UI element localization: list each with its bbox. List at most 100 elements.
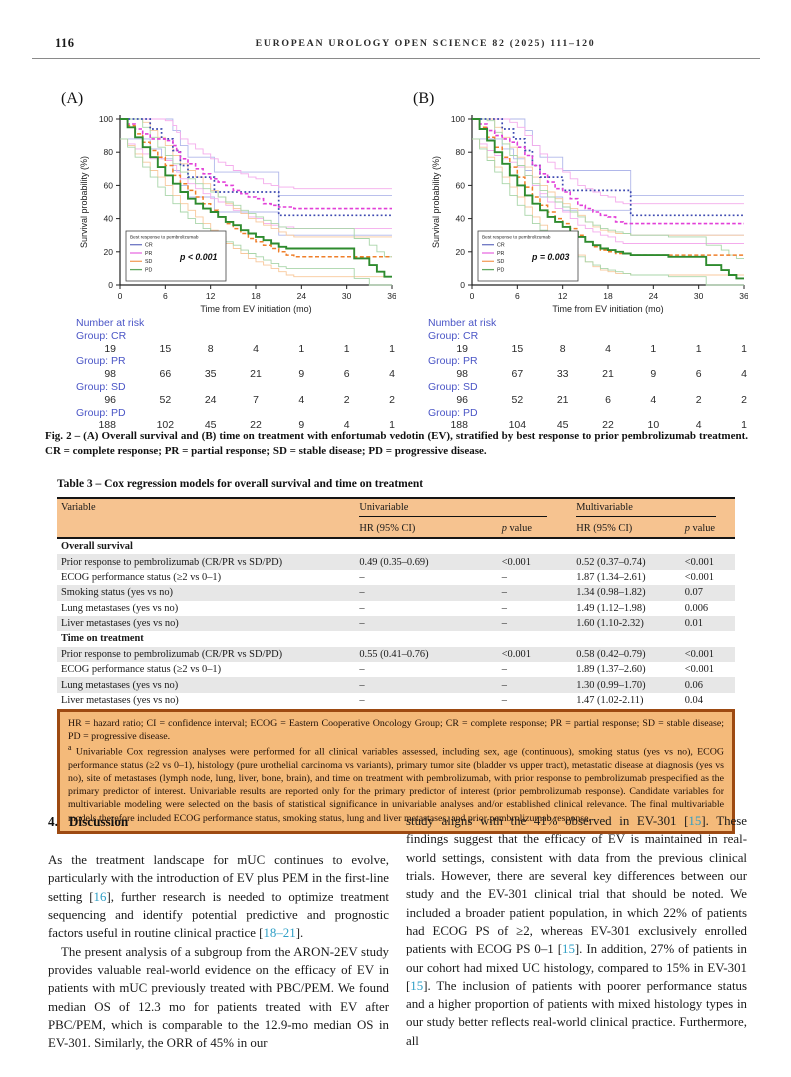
table-cell: 0.58 (0.42–0.79)	[576, 648, 646, 660]
legend-label-PD: PD	[145, 267, 153, 273]
ci-upper-PD	[472, 118, 744, 259]
table-body: Overall survival Prior response to pembro…	[57, 538, 735, 708]
table-cell: 0.01	[684, 618, 703, 630]
table-cell: –	[501, 694, 507, 706]
risk-count: 7	[253, 393, 259, 406]
ci-upper-SD	[472, 118, 744, 236]
col-group-univariable: Univariable	[355, 498, 572, 520]
risk-count: 4	[605, 342, 611, 355]
x-axis-label: Time from EV initiation (mo)	[200, 304, 311, 314]
km-curve-CR	[472, 118, 744, 217]
risk-count: 10	[647, 419, 660, 432]
x-tick-label: 36	[739, 291, 748, 301]
table-cell: 0.49 (0.35–0.69)	[359, 556, 429, 568]
header-rule	[32, 58, 760, 59]
table-3-title: Table 3 – Cox regression models for over…	[57, 478, 424, 490]
col-subheader: HR (95% CI)	[576, 523, 633, 534]
risk-table-title: Number at risk	[76, 317, 145, 329]
risk-count: 96	[456, 393, 468, 406]
citation-link[interactable]: 15	[688, 814, 702, 828]
table-cell: –	[501, 664, 507, 676]
paragraph: study aligns with the 41% observed in EV…	[406, 814, 748, 1048]
section-heading: 4. Discussion	[48, 814, 389, 830]
footnote-a-text: Univariable Cox regression analyses were…	[68, 746, 725, 824]
risk-count: 22	[602, 419, 614, 432]
risk-values-row: 96 52 24 7 4 2 2	[76, 394, 396, 407]
risk-table-b: Number at risk Group: CR 19 15 8 4 1 1 1 Group: P…	[428, 317, 748, 432]
risk-count: 6	[343, 368, 350, 381]
table-cell: –	[501, 679, 507, 691]
legend-title: Best response to pembrolizumab	[130, 235, 199, 240]
risk-count: 66	[159, 368, 172, 381]
risk-count: 188	[98, 419, 116, 432]
table-row: Liver metastases (yes vs no) – – 1.47 (1.02…	[57, 693, 735, 708]
table-cell: Liver metastases (yes vs no)	[61, 618, 179, 630]
risk-group-label: Group: PD	[76, 406, 126, 419]
table-cell: ECOG performance status (≥2 vs 0–1)	[61, 571, 222, 583]
y-tick-label: 80	[104, 147, 114, 157]
citation-link[interactable]: 18–21	[263, 926, 296, 941]
km-curve-PR	[120, 118, 392, 210]
risk-count: 4	[650, 393, 657, 406]
risk-group-label: Group: SD	[428, 380, 478, 393]
y-tick-label: 0	[460, 280, 465, 290]
risk-count: 4	[695, 419, 702, 432]
risk-count: 19	[104, 342, 116, 355]
table-row: Prior response to pembrolizumab (CR/PR v…	[57, 646, 735, 662]
legend-box	[477, 230, 579, 282]
table-cell: Prior response to pembrolizumab (CR/PR v…	[61, 648, 283, 660]
section-title: Discussion	[68, 814, 129, 829]
risk-count: 9	[298, 419, 305, 432]
citation-link[interactable]: 15	[562, 942, 575, 957]
risk-count: 102	[156, 419, 175, 432]
table-cell: <0.001	[501, 648, 531, 660]
risk-count: 9	[650, 368, 657, 381]
table-cell: 1.49 (1.12–1.98)	[576, 602, 646, 614]
table-cell: <0.001	[684, 648, 714, 660]
table-cell: Lung metastases (yes vs no)	[61, 679, 179, 691]
risk-group-label: Group: CR	[428, 329, 479, 342]
risk-count: 24	[204, 393, 217, 406]
table-cell: –	[501, 602, 507, 614]
col-header-variable: Variable	[61, 502, 96, 513]
risk-count: 35	[204, 368, 217, 381]
risk-count: 15	[511, 342, 524, 355]
risk-count: 4	[298, 393, 305, 406]
legend-box	[125, 230, 227, 282]
legend-label-PR: PR	[497, 251, 505, 257]
risk-count: 21	[556, 393, 569, 406]
risk-count: 98	[104, 368, 116, 381]
risk-count: 4	[389, 368, 395, 381]
x-tick-label: 12	[206, 291, 216, 301]
risk-count: 1	[741, 419, 747, 432]
table-cell: –	[501, 618, 507, 630]
risk-count: 52	[159, 393, 172, 406]
discussion-section: 4. Discussion As the treatment landscape …	[48, 812, 748, 1052]
risk-group-label: Group: SD	[76, 380, 126, 393]
risk-count: 52	[511, 393, 524, 406]
paragraph: As the treatment landscape for mUC conti…	[48, 853, 389, 941]
x-tick-label: 6	[515, 291, 520, 301]
risk-count: 6	[605, 393, 611, 406]
table-row: Liver metastases (yes vs no) – – 1.60 (1.10…	[57, 615, 735, 632]
risk-group-label: Group: PD	[428, 406, 478, 419]
risk-count: 2	[695, 393, 702, 406]
table-cell: –	[359, 571, 365, 583]
risk-count: 98	[456, 368, 468, 381]
col-group-multivariable: Multivariable	[572, 498, 735, 520]
citation-link[interactable]: 16	[93, 889, 107, 904]
journal-header: EUROPEAN UROLOGY OPEN SCIENCE 82 (2025) …	[255, 38, 596, 49]
risk-count: 4	[741, 368, 747, 381]
km-chart-a: 0 20 40 60 80 100 0 6 12 18 24 30 36 Time from EV ini…	[79, 114, 396, 314]
ci-upper-CR	[472, 118, 744, 196]
x-tick-label: 30	[342, 291, 352, 301]
citation-link[interactable]: 15	[410, 978, 424, 993]
risk-count: 2	[343, 393, 350, 406]
risk-count: 1	[389, 419, 395, 432]
risk-count: 2	[741, 393, 747, 406]
y-tick-label: 100	[451, 114, 465, 124]
risk-count: 2	[389, 393, 395, 406]
discussion-left-column: 4. Discussion As the treatment landscape …	[48, 812, 389, 1052]
risk-count: 67	[511, 368, 524, 381]
